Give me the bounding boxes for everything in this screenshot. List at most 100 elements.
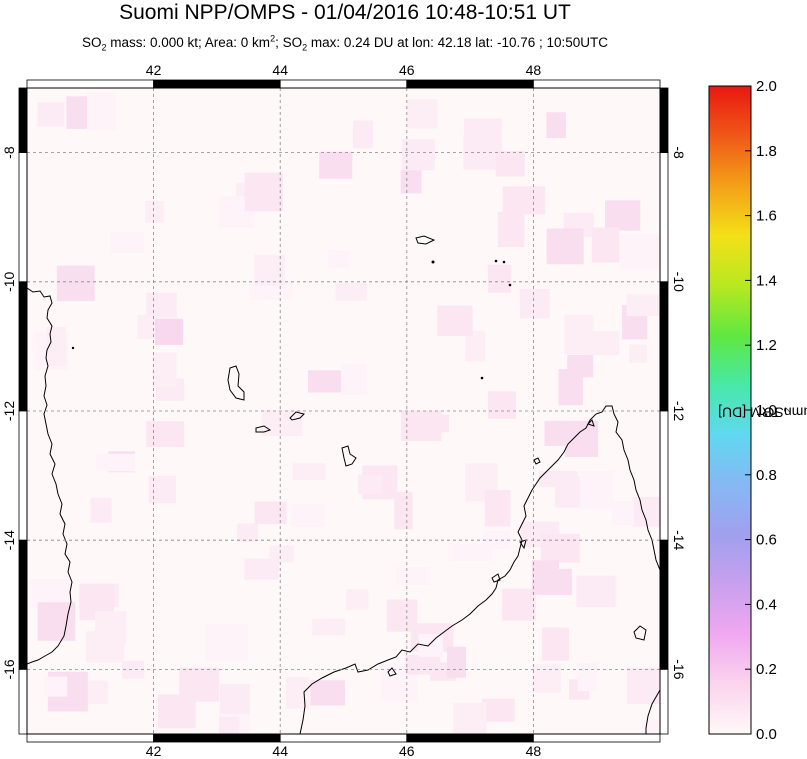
lon-tick-label-bottom: 48 [526, 743, 542, 759]
so2-pixel [218, 717, 240, 734]
so2-pixel [254, 501, 287, 525]
so2-pixel [539, 568, 572, 596]
colorbar-tick-label: 0.8 [756, 467, 777, 484]
lat-tick-label-right: -12 [671, 401, 687, 421]
so2-pixel [532, 664, 562, 693]
frame-segment-right [659, 152, 669, 283]
frame-segment-bottom [533, 733, 661, 743]
frame-segment-right [659, 87, 669, 153]
mayotte-island [341, 445, 357, 467]
so2-max-subscript: 2 [302, 42, 308, 53]
lon-tick-label-bottom: 46 [399, 743, 415, 759]
so2-pixel [346, 589, 369, 610]
so2-pixel [269, 545, 295, 563]
so2-pixel [400, 170, 422, 194]
glorioso-island [533, 457, 541, 465]
coast-islet-2 [387, 667, 397, 677]
so2-pixel [565, 420, 599, 457]
so2-max-pixel [155, 318, 183, 345]
colorbar-tick-label: 0.2 [756, 661, 777, 678]
lon-tick-label-top: 48 [526, 62, 542, 78]
lon-tick-label-top: 44 [272, 62, 288, 78]
so2-pixel [157, 694, 196, 729]
so2-pixel [418, 634, 443, 657]
frame-segment-bottom [279, 733, 408, 743]
so2-pixel [148, 475, 176, 504]
so2-pixel [450, 543, 493, 561]
so2-pixel [46, 326, 66, 366]
map-frame [18, 79, 669, 743]
frame-segment-left [18, 410, 28, 541]
island-dot-5 [480, 376, 484, 380]
lon-tick-label-bottom: 42 [146, 743, 162, 759]
lat-tick-label-left: -8 [1, 146, 17, 159]
island-dot-3 [502, 260, 506, 264]
so2-label: SO [81, 35, 102, 50]
frame-segment-bottom [153, 733, 281, 743]
lat-tick-label-right: -16 [671, 659, 687, 679]
frame-segment-right [659, 539, 669, 670]
so2-pixel [237, 523, 259, 542]
colorbar-tick-label: 1.8 [756, 143, 777, 160]
so2-pixel [56, 265, 95, 302]
anjouan-island [289, 411, 305, 421]
grande-comore-island [227, 365, 245, 401]
area-superscript: 2 [270, 33, 276, 44]
so2-pixel [310, 680, 346, 706]
so2-pixel [401, 139, 435, 171]
so2-pixel [87, 92, 116, 131]
madagascar-coastline [299, 405, 660, 734]
island-dot-6 [71, 346, 75, 350]
so2-pixel [626, 294, 660, 317]
nosy-be-island [519, 539, 527, 550]
island-dot-4 [508, 283, 512, 287]
africa-coastline [27, 287, 73, 665]
so2-pixel [291, 504, 326, 527]
so2-pixel [405, 655, 441, 675]
map-subtitle: SO2 mass: 0.000 kt; Area: 0 km2; SO2 max… [0, 33, 690, 53]
frame-segment-right [659, 281, 669, 412]
so2-pixel [488, 391, 516, 419]
so2-pixel [465, 330, 486, 362]
so2-pixel [495, 150, 525, 177]
colorbar-tick-label: 0.0 [756, 726, 777, 743]
colorbar-tick-label: 1.6 [756, 208, 777, 225]
so2-pixel [564, 314, 594, 355]
madagascar-south-coastline [645, 689, 660, 734]
so2-pixel [488, 264, 512, 293]
so2-pixel [577, 663, 598, 692]
so2-pixel [396, 567, 431, 586]
so2-pixel [544, 420, 568, 446]
so2-pixel [319, 151, 353, 179]
so2-pixel [482, 698, 515, 722]
so2-pixel [541, 627, 569, 661]
so2-pixel [219, 684, 250, 714]
so2-pixel [591, 227, 620, 263]
so2-pixel [90, 497, 112, 523]
so2-pixel [66, 96, 91, 129]
island-dot-2 [494, 259, 498, 263]
so2-pixel [484, 490, 511, 527]
so2-pixel [546, 228, 584, 265]
so2-pixel [261, 410, 303, 437]
frame-segment-right [659, 410, 669, 541]
so2-pixel [579, 470, 614, 510]
colorbar-tick-label: 0.6 [756, 532, 777, 549]
frame-segment-left [18, 281, 28, 412]
lat-tick-label-left: -14 [1, 530, 17, 550]
colorbar-tick-label: 0.4 [756, 596, 777, 613]
so2-pixel [576, 575, 616, 607]
colorbar-tick-label: 1.4 [756, 272, 777, 289]
colorbar-label-suffix: column TRM [DU] [718, 404, 807, 421]
so2-pixel [37, 102, 65, 127]
so2-pixel [308, 370, 342, 393]
so2-pixel [353, 120, 373, 149]
so2-pixel [358, 474, 382, 494]
so2-pixel [558, 369, 583, 406]
lat-tick-label-left: -12 [1, 401, 17, 421]
moheli-island [255, 425, 272, 433]
frame-segment-bottom [26, 733, 154, 743]
so2-pixel [341, 363, 367, 395]
frame-segment-top [26, 79, 154, 89]
